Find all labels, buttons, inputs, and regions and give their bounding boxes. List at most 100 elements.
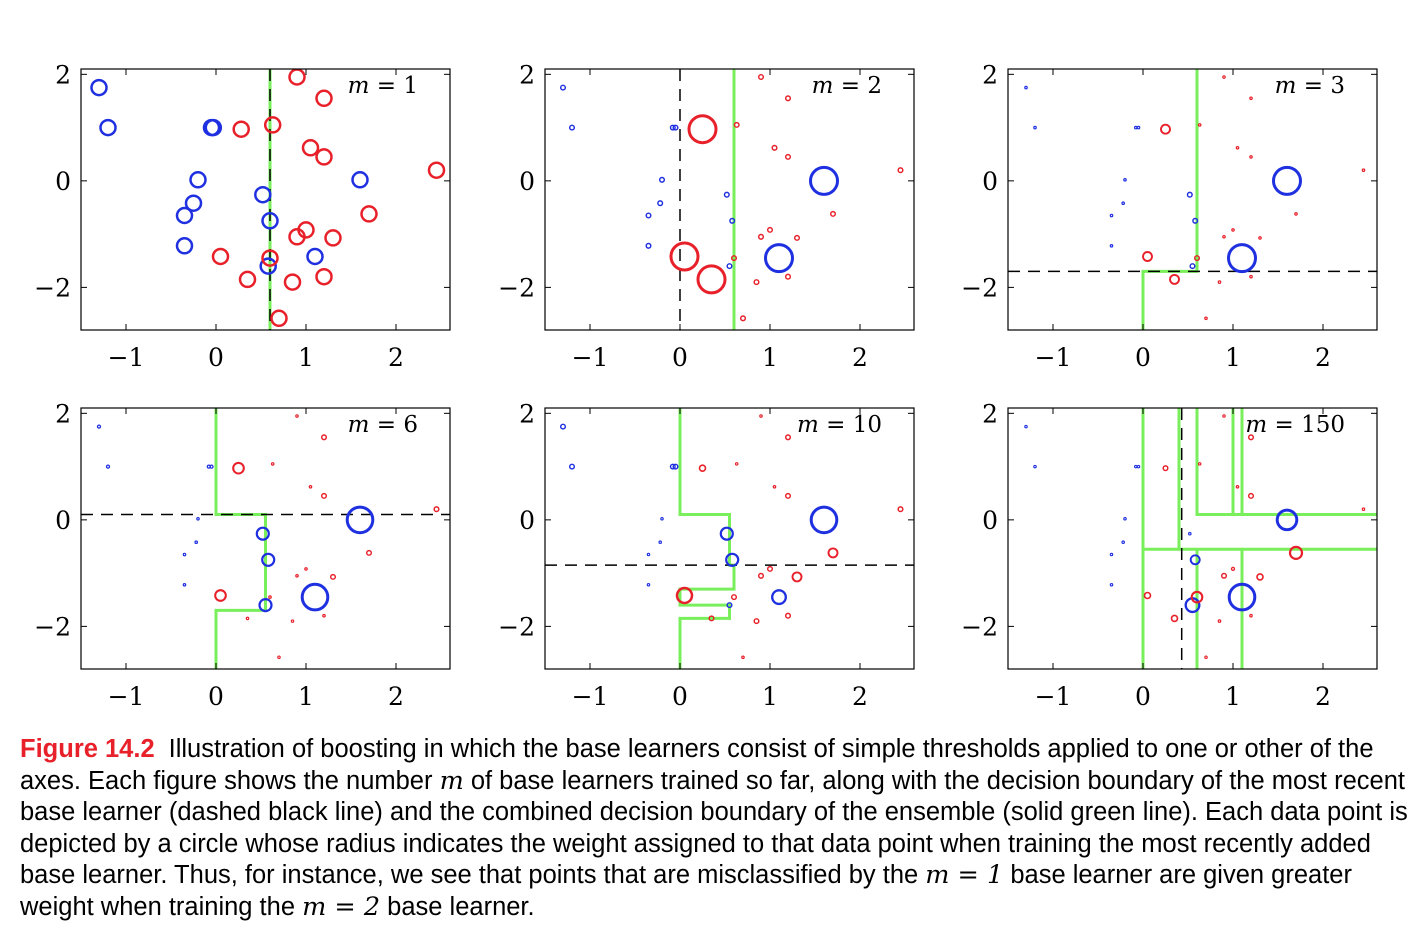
data-point-red <box>1258 236 1262 240</box>
data-point-red <box>791 571 803 583</box>
data-point-red <box>730 594 738 601</box>
panel-label-var: m <box>1275 73 1297 99</box>
y-tick-label: −2 <box>34 612 71 641</box>
data-point-red <box>784 153 792 160</box>
y-tick-label: −2 <box>498 612 535 641</box>
data-point-red <box>315 148 333 166</box>
data-point-red <box>1230 566 1236 572</box>
data-point-red <box>1249 274 1253 279</box>
data-point-blue <box>1033 464 1037 469</box>
data-point-red <box>329 573 337 580</box>
panel-label: m = 150 <box>1245 412 1345 438</box>
data-point-blue <box>725 552 740 567</box>
panel-label: m = 10 <box>797 412 882 438</box>
data-point-red <box>308 484 313 489</box>
data-point-red <box>730 255 738 262</box>
data-point-blue <box>658 540 662 544</box>
plot-area <box>545 408 914 669</box>
data-point-blue <box>261 212 279 230</box>
y-tick-label: 0 <box>55 167 71 196</box>
data-point-red <box>1162 465 1169 472</box>
panel-label-var: m <box>1245 412 1267 438</box>
caption-text-1: Illustration of boosting in which the ba… <box>20 735 1374 795</box>
plot-area <box>1008 69 1377 330</box>
data-point-blue <box>1189 263 1196 270</box>
data-point-red <box>1143 591 1152 600</box>
data-point-blue <box>669 124 676 131</box>
panel-label-value: = 2 <box>833 73 882 99</box>
data-point-red <box>1169 273 1180 285</box>
data-point-red <box>277 655 281 660</box>
data-point-blue <box>306 247 324 266</box>
data-point-blue <box>184 194 203 212</box>
data-point-blue <box>194 540 199 545</box>
data-point-blue <box>1033 125 1037 130</box>
plot-area <box>81 408 450 669</box>
data-point-blue <box>1123 517 1127 521</box>
data-point-blue <box>1192 217 1199 224</box>
data-point-blue <box>559 84 567 91</box>
x-tick-label: 2 <box>388 682 404 711</box>
data-point-blue <box>351 171 369 189</box>
data-point-blue <box>1123 177 1127 182</box>
panel-1: −1 0 1 2 −2 0 2 m = 1 <box>34 60 451 372</box>
data-point-red <box>734 462 739 466</box>
axes-frame <box>1007 68 1378 331</box>
data-point-blue <box>255 526 270 541</box>
data-point-red <box>288 228 306 246</box>
figure: −1 0 1 2 −2 0 2 m = 1 −1 0 1 2 −2 0 2 m = 2 −1 0 1 2 −2 0 2 m =… <box>34 60 1378 711</box>
data-point-red <box>1190 590 1204 604</box>
plot-area <box>559 69 904 330</box>
data-point-blue <box>726 602 733 609</box>
data-point-blue <box>1109 552 1114 557</box>
data-point-blue <box>1188 531 1192 536</box>
x-tick-label: 1 <box>298 343 314 372</box>
data-point-red <box>753 618 760 625</box>
data-point-blue <box>99 118 117 137</box>
data-point-blue <box>254 185 272 204</box>
data-point-red <box>897 506 904 513</box>
data-point-red <box>1222 234 1226 239</box>
data-point-blue <box>1121 201 1126 206</box>
data-point-red <box>1235 484 1240 489</box>
data-point-blue <box>1275 508 1299 532</box>
data-point-blue <box>189 171 207 189</box>
data-point-blue <box>645 212 652 219</box>
data-point-blue <box>1227 243 1257 274</box>
data-point-red <box>1249 613 1253 618</box>
data-point-red <box>784 434 792 441</box>
data-point-red <box>739 315 747 322</box>
data-point-blue <box>182 582 187 587</box>
ensemble-boundary <box>678 408 736 669</box>
data-point-red <box>1247 434 1255 441</box>
data-point-red <box>270 462 275 466</box>
data-point-red <box>270 309 288 328</box>
axes-frame <box>544 68 915 331</box>
data-point-blue <box>771 589 787 606</box>
data-point-red <box>696 264 727 295</box>
y-tick-label: 0 <box>982 506 998 535</box>
data-point-red <box>1222 414 1226 418</box>
data-point-blue <box>175 237 194 255</box>
data-point-blue <box>96 424 102 429</box>
data-point-red <box>315 267 333 286</box>
data-point-red <box>1361 168 1366 173</box>
data-point-red <box>698 464 707 473</box>
panel-label: m = 6 <box>348 412 418 438</box>
y-tick-label: −2 <box>34 273 71 302</box>
data-point-red <box>753 279 760 286</box>
data-point-red <box>827 547 839 559</box>
data-point-red <box>733 121 740 128</box>
data-point-blue <box>259 257 277 275</box>
caption-text-3: base learner are given greater weight wh… <box>20 861 1352 921</box>
figure-canvas: −1 0 1 2 −2 0 2 m = 1 −1 0 1 2 −2 0 2 m = 2 −1 0 1 2 −2 0 2 m =… <box>34 60 1378 711</box>
x-tick-label: −1 <box>572 343 609 372</box>
data-point-blue <box>1186 191 1193 198</box>
data-point-blue <box>90 78 108 97</box>
data-point-blue <box>672 463 679 470</box>
data-point-red <box>1235 145 1240 150</box>
x-tick-label: 0 <box>1135 682 1151 711</box>
data-point-red <box>301 139 320 157</box>
data-point-blue <box>723 191 730 198</box>
data-point-red <box>320 434 328 441</box>
